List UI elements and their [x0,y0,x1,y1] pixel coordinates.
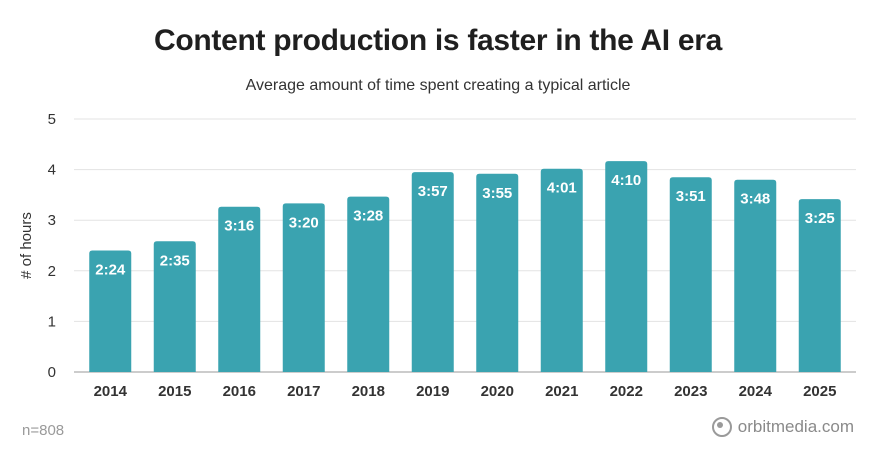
y-tick-label: 1 [48,313,56,330]
data-label: 3:48 [740,191,770,208]
y-tick-label: 0 [48,364,56,381]
data-label: 3:57 [418,183,448,200]
bar [282,203,325,372]
x-tick-label: 2018 [352,383,385,400]
data-label: 3:51 [676,188,706,205]
y-tick-label: 3 [48,212,56,229]
bar [153,241,196,372]
bar [476,173,519,372]
data-label: 3:16 [224,218,254,235]
data-label: 3:55 [482,185,512,202]
data-label: 4:01 [547,180,577,197]
bar [218,206,261,372]
y-axis-ticks: 0 1 2 3 4 5 [48,111,56,381]
bar [89,250,132,372]
x-tick-label: 2023 [674,383,707,400]
x-tick-label: 2015 [158,383,191,400]
bar [605,161,648,372]
data-label: 2:24 [95,262,126,279]
chart-subtitle: Average amount of time spent creating a … [245,77,631,94]
orbit-logo-icon [711,417,732,437]
bars: 2:24 2:35 3:16 3:20 3:28 3:57 3:55 4:01 4:10 3:51… [89,161,841,372]
brand-link[interactable]: orbitmedia.com [711,417,854,437]
bar [540,168,583,372]
x-tick-label: 2016 [223,383,256,400]
bar [798,199,841,372]
chart-title: Content production is faster in the AI e… [153,24,722,57]
x-tick-label: 2025 [803,383,836,400]
data-label: 3:28 [353,208,383,225]
x-tick-label: 2020 [481,383,514,400]
x-tick-label: 2017 [287,383,320,400]
bar [734,179,777,372]
gridlines [74,118,856,373]
x-axis-ticks: 2014 2015 2016 2017 2018 2019 2020 2021 2022 2023… [94,383,837,400]
x-tick-label: 2014 [94,383,128,400]
data-label: 2:35 [160,252,190,269]
brand-text: orbitmedia.com [737,417,854,436]
x-tick-label: 2019 [416,383,449,400]
bar [347,196,390,372]
bar [669,177,712,372]
y-tick-label: 5 [48,111,56,128]
x-tick-label: 2022 [610,383,643,400]
y-tick-label: 4 [48,162,56,179]
x-tick-label: 2024 [739,383,773,400]
sample-size-note: n=808 [22,422,65,439]
bar [411,172,454,372]
y-axis-label: # of hours [18,212,35,279]
y-tick-label: 2 [48,263,56,280]
data-label: 4:10 [611,172,641,189]
x-tick-label: 2021 [545,383,578,400]
data-label: 3:20 [289,214,319,231]
data-label: 3:25 [805,210,835,227]
